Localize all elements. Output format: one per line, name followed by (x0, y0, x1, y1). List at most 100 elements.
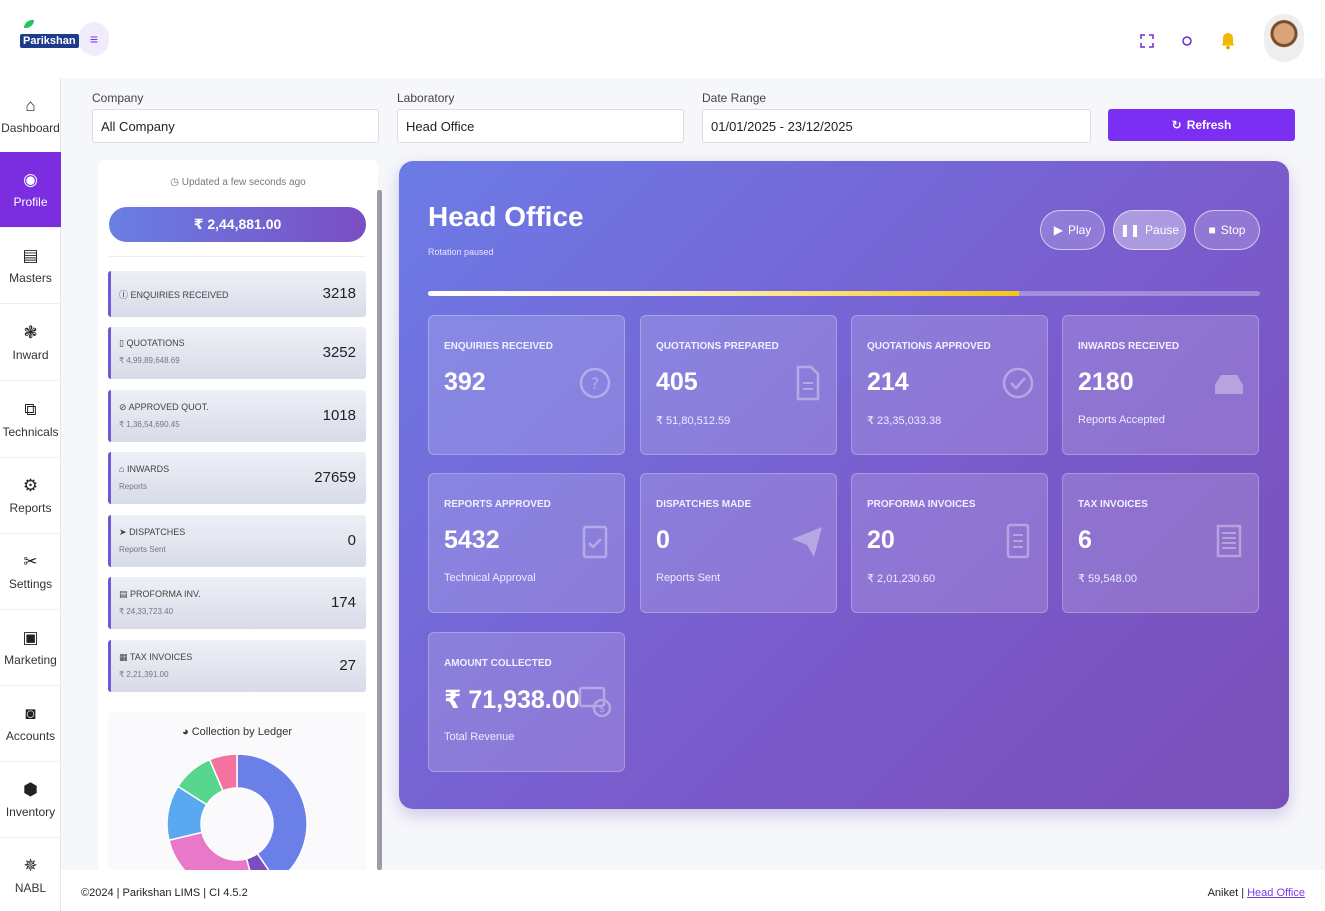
profile-icon: ◉ (23, 170, 38, 189)
footer: ©2024 | Parikshan LIMS | CI 4.5.2 Aniket… (61, 870, 1325, 911)
play-button[interactable]: ▶ Play (1040, 210, 1105, 250)
updated-status: ◷ Updated a few seconds ago (170, 177, 306, 188)
stop-icon: ■ (1208, 223, 1216, 237)
pie-chart-icon: ◕ (181, 726, 189, 738)
inbox-icon: ⌂ (119, 464, 125, 474)
metric-dispatches-made[interactable]: DISPATCHES MADE 0 Reports Sent (640, 473, 837, 613)
metric-quotations-prepared[interactable]: QUOTATIONS PREPARED 405 ₹ 51,80,512.59 (640, 315, 837, 455)
total-amount-pill: ₹ 2,44,881.00 (109, 207, 366, 242)
rotation-progress-fill (428, 291, 1019, 296)
theme-icon[interactable] (1178, 32, 1196, 50)
technicals-icon: ⧉ (24, 400, 37, 419)
money-icon: $ (578, 686, 612, 718)
svg-text:?: ? (591, 374, 600, 393)
donut-slice-6[interactable] (208, 753, 238, 792)
receipt-icon: ▦ (119, 652, 128, 662)
donut-slice-3[interactable] (168, 831, 256, 872)
summary-card-approved-quot[interactable]: ⊘ APPROVED QUOT. ₹ 1,36,54,690.45 1018 (108, 390, 366, 442)
clipboard-check-icon (582, 525, 608, 559)
summary-card-proforma[interactable]: ▤ PROFORMA INV. ₹ 24,33,723.40 174 (108, 577, 366, 629)
panel-title: Head Office (428, 201, 584, 232)
head-office-panel: Head Office Rotation paused ▶ Play ❚❚ Paus… (399, 161, 1289, 809)
masters-icon: ▤ (22, 246, 39, 265)
sidebar-item-accounts[interactable]: ◙ Accounts (0, 686, 61, 762)
metric-proforma-invoices[interactable]: PROFORMA INVOICES 20 ₹ 2,01,230.60 (851, 473, 1048, 613)
sidebar-item-nabl[interactable]: ✵ NABL (0, 838, 61, 911)
divider (109, 256, 366, 257)
sidebar: ⌂ Dashboard ◉ Profile ▤ Masters ❃ Inward… (0, 78, 61, 911)
document-icon: ▯ (119, 338, 124, 348)
svg-text:$: $ (599, 704, 605, 715)
document-icon (796, 365, 820, 401)
footer-lab-link[interactable]: Head Office (1247, 887, 1305, 899)
question-icon: ⓘ (119, 290, 129, 300)
paper-plane-icon (792, 527, 822, 557)
sidebar-item-profile[interactable]: ◉ Profile (0, 152, 61, 228)
sidebar-item-dashboard[interactable]: ⌂ Dashboard (0, 78, 61, 154)
donut-slice-1[interactable] (236, 753, 308, 872)
send-icon: ➤ (119, 527, 127, 537)
pause-button[interactable]: ❚❚ Pause (1113, 210, 1186, 250)
summary-card-inwards[interactable]: ⌂ INWARDS Reports 27659 (108, 452, 366, 504)
fullscreen-icon[interactable] (1138, 32, 1156, 50)
receipt-icon (1216, 524, 1242, 558)
sidebar-item-masters[interactable]: ▤ Masters (0, 228, 61, 304)
refresh-button[interactable]: ↻ Refresh (1108, 109, 1295, 141)
hamburger-icon: ≡ (89, 31, 99, 47)
bell-icon[interactable] (1219, 32, 1237, 50)
summary-panel: ◷ Updated a few seconds ago ₹ 2,44,881.0… (98, 160, 378, 872)
sidebar-item-inventory[interactable]: ⬢ Inventory (0, 762, 61, 838)
summary-scrollbar[interactable] (377, 190, 382, 870)
play-icon: ▶ (1053, 223, 1063, 237)
date-range-input[interactable]: 01/01/2025 - 23/12/2025 (702, 109, 1091, 143)
footer-user: Aniket | Head Office (1207, 887, 1305, 899)
metric-reports-approved[interactable]: REPORTS APPROVED 5432 Technical Approval (428, 473, 625, 613)
invoice-icon: ▤ (119, 589, 128, 599)
app-logo[interactable]: Parikshan (18, 20, 79, 50)
pause-icon: ❚❚ (1119, 223, 1141, 237)
laboratory-label: Laboratory (397, 91, 455, 105)
accounts-icon: ◙ (25, 704, 36, 723)
chart-title: ◕ Collection by Ledger (181, 726, 292, 738)
metric-inwards-received[interactable]: INWARDS RECEIVED 2180 Reports Accepted (1062, 315, 1259, 455)
date-range-label: Date Range (702, 91, 767, 105)
sidebar-item-marketing[interactable]: ▣ Marketing (0, 610, 61, 686)
ledger-chart-card: ◕ Collection by Ledger (108, 712, 366, 872)
marketing-icon: ▣ (22, 628, 39, 647)
company-select[interactable]: All Company (92, 109, 379, 143)
question-icon: ? (579, 367, 611, 399)
user-avatar[interactable] (1264, 14, 1304, 62)
refresh-icon: ↻ (1171, 118, 1182, 132)
stop-button[interactable]: ■ Stop (1194, 210, 1260, 250)
rotation-status: Rotation paused (428, 247, 494, 257)
metric-enquiries-received[interactable]: ENQUIRIES RECEIVED 392 ? (428, 315, 625, 455)
inbox-icon (1215, 375, 1243, 394)
company-label: Company (92, 91, 144, 105)
sidebar-item-inward[interactable]: ❃ Inward (0, 305, 61, 381)
sidebar-item-reports[interactable]: ⚙ Reports (0, 458, 61, 534)
menu-toggle-button[interactable]: ≡ (79, 22, 109, 56)
copyright-text: ©2024 | Parikshan LIMS | CI 4.5.2 (81, 887, 248, 899)
metric-tax-invoices[interactable]: TAX INVOICES 6 ₹ 59,548.00 (1062, 473, 1259, 613)
logo-leaf-icon (24, 20, 34, 28)
inventory-icon: ⬢ (23, 780, 38, 799)
clock-icon: ◷ (170, 177, 179, 188)
reports-icon: ⚙ (22, 476, 39, 495)
inward-icon: ❃ (23, 323, 38, 342)
summary-card-dispatches[interactable]: ➤ DISPATCHES Reports Sent 0 (108, 515, 366, 567)
metric-quotations-approved[interactable]: QUOTATIONS APPROVED 214 ₹ 23,35,033.38 (851, 315, 1048, 455)
summary-card-tax-invoices[interactable]: ▦ TAX INVOICES ₹ 2,21,391.00 27 (108, 640, 366, 692)
sidebar-item-technicals[interactable]: ⧉ Technicals (0, 382, 61, 458)
summary-card-quotations[interactable]: ▯ QUOTATIONS ₹ 4,99,89,648.69 3252 (108, 327, 366, 379)
metric-amount-collected[interactable]: AMOUNT COLLECTED ₹ 71,938.00 Total Reven… (428, 632, 625, 772)
home-icon: ⌂ (25, 96, 36, 115)
ledger-donut-chart (166, 753, 308, 872)
rotation-progress-bar (428, 291, 1260, 296)
invoice-icon (1006, 523, 1030, 559)
summary-card-enquiries[interactable]: ⓘ ENQUIRIES RECEIVED 3218 (108, 271, 366, 317)
check-circle-icon (1002, 367, 1034, 399)
sidebar-item-settings[interactable]: ✂ Settings (0, 534, 61, 610)
check-circle-icon: ⊘ (119, 402, 127, 412)
top-bar: Parikshan ≡ (0, 0, 1325, 78)
laboratory-select[interactable]: Head Office (397, 109, 684, 143)
